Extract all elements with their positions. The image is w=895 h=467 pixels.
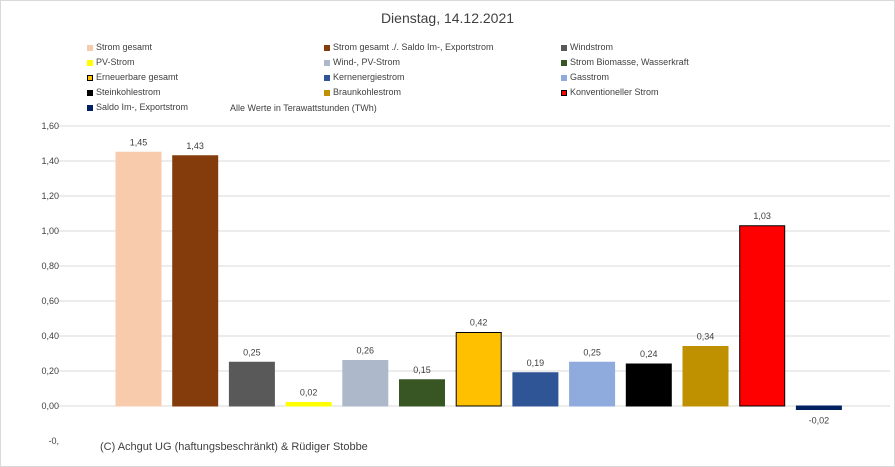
- y-tick-label: 1,20: [41, 191, 59, 201]
- legend-label: Konventioneller Strom: [570, 87, 659, 97]
- legend-swatch: [87, 74, 93, 81]
- data-label: 0,02: [300, 388, 318, 398]
- bar-11: [682, 346, 729, 407]
- legend-item: Wind-, PV-Strom: [324, 56, 400, 68]
- bar-9: [569, 361, 616, 407]
- bar-6: [399, 379, 445, 407]
- data-label: 1,45: [130, 137, 148, 147]
- legend-swatch: [324, 44, 330, 51]
- bar-10: [625, 363, 672, 407]
- legend-label: Strom gesamt ./. Saldo Im-, Exportstrom: [333, 42, 494, 52]
- legend-item: Konventioneller Strom: [561, 86, 659, 98]
- data-label: 1,03: [753, 211, 771, 221]
- legend-swatch: [87, 44, 93, 51]
- data-label: 0,34: [697, 332, 715, 342]
- y-tick-label: -0,: [48, 436, 59, 446]
- legend-label: Strom Biomasse, Wasserkraft: [570, 57, 689, 67]
- legend-label: Braunkohlestrom: [333, 87, 402, 97]
- legend-item: Saldo Im-, Exportstrom: [87, 101, 188, 113]
- legend-swatch: [324, 89, 330, 96]
- bar-12: [739, 225, 786, 407]
- legend-label: Strom gesamt: [96, 42, 153, 52]
- copyright-text: (C) Achgut UG (haftungsbeschränkt) & Rüd…: [100, 441, 368, 453]
- legend-swatch: [87, 59, 93, 66]
- legend-swatch: [324, 59, 330, 66]
- bar-8: [512, 372, 559, 407]
- legend-swatch: [561, 44, 567, 51]
- bar-7: [455, 332, 502, 407]
- y-tick-label: 1,00: [41, 226, 59, 236]
- y-tick-label: 0,80: [41, 261, 59, 271]
- legend-label: PV-Strom: [96, 57, 135, 67]
- legend-label: Kernenergiestrom: [333, 72, 405, 82]
- legend-swatch: [87, 104, 93, 111]
- legend-item: Strom gesamt: [87, 41, 152, 53]
- legend-item: Kernenergiestrom: [324, 71, 405, 83]
- legend-label: Saldo Im-, Exportstrom: [96, 102, 189, 112]
- data-label: 0,24: [640, 349, 658, 359]
- data-label: 0,25: [243, 347, 261, 357]
- bar-13: [795, 405, 842, 410]
- legend-swatch: [561, 74, 567, 81]
- legend-item: Braunkohlestrom: [324, 86, 401, 98]
- legend-swatch: [561, 59, 567, 66]
- bar-2: [172, 155, 219, 407]
- y-tick-label: 1,40: [41, 156, 59, 166]
- legend-label: Windstrom: [570, 42, 614, 52]
- chart-title: Dienstag, 14.12.2021: [380, 10, 515, 26]
- y-tick-label: 0,00: [41, 401, 59, 411]
- y-tick-label: 0,20: [41, 366, 59, 376]
- bar-4: [285, 402, 332, 407]
- y-tick-label: 0,60: [41, 296, 59, 306]
- data-label: 0,26: [357, 346, 375, 356]
- data-label: -0,02: [809, 416, 830, 426]
- bar-1: [115, 151, 162, 407]
- bar-3: [228, 361, 275, 407]
- legend-label: Steinkohlestrom: [96, 87, 161, 97]
- data-label: 0,25: [583, 347, 601, 357]
- legend-swatch: [324, 74, 330, 81]
- legend-label: Wind-, PV-Strom: [333, 57, 401, 67]
- data-label: 0,19: [527, 358, 545, 368]
- legend-item: Erneuerbare gesamt: [87, 71, 178, 83]
- unit-note: Alle Werte in Terawattstunden (TWh): [230, 103, 377, 113]
- legend-item: Gasstrom: [561, 71, 609, 83]
- legend-item: PV-Strom: [87, 56, 135, 68]
- legend-item: Steinkohlestrom: [87, 86, 161, 98]
- y-tick-label: 1,60: [41, 121, 59, 131]
- legend-swatch: [87, 89, 93, 96]
- data-label: 1,43: [186, 141, 204, 151]
- y-tick-label: 0,40: [41, 331, 59, 341]
- legend-item: Strom Biomasse, Wasserkraft: [561, 56, 689, 68]
- legend-swatch: [561, 89, 567, 96]
- legend-item: Windstrom: [561, 41, 613, 53]
- bar-5: [342, 360, 389, 407]
- legend-label: Erneuerbare gesamt: [96, 72, 179, 82]
- data-label: 0,15: [413, 365, 431, 375]
- legend-label: Gasstrom: [570, 72, 610, 82]
- data-label: 0,42: [470, 318, 488, 328]
- legend-item: Strom gesamt ./. Saldo Im-, Exportstrom: [324, 41, 494, 53]
